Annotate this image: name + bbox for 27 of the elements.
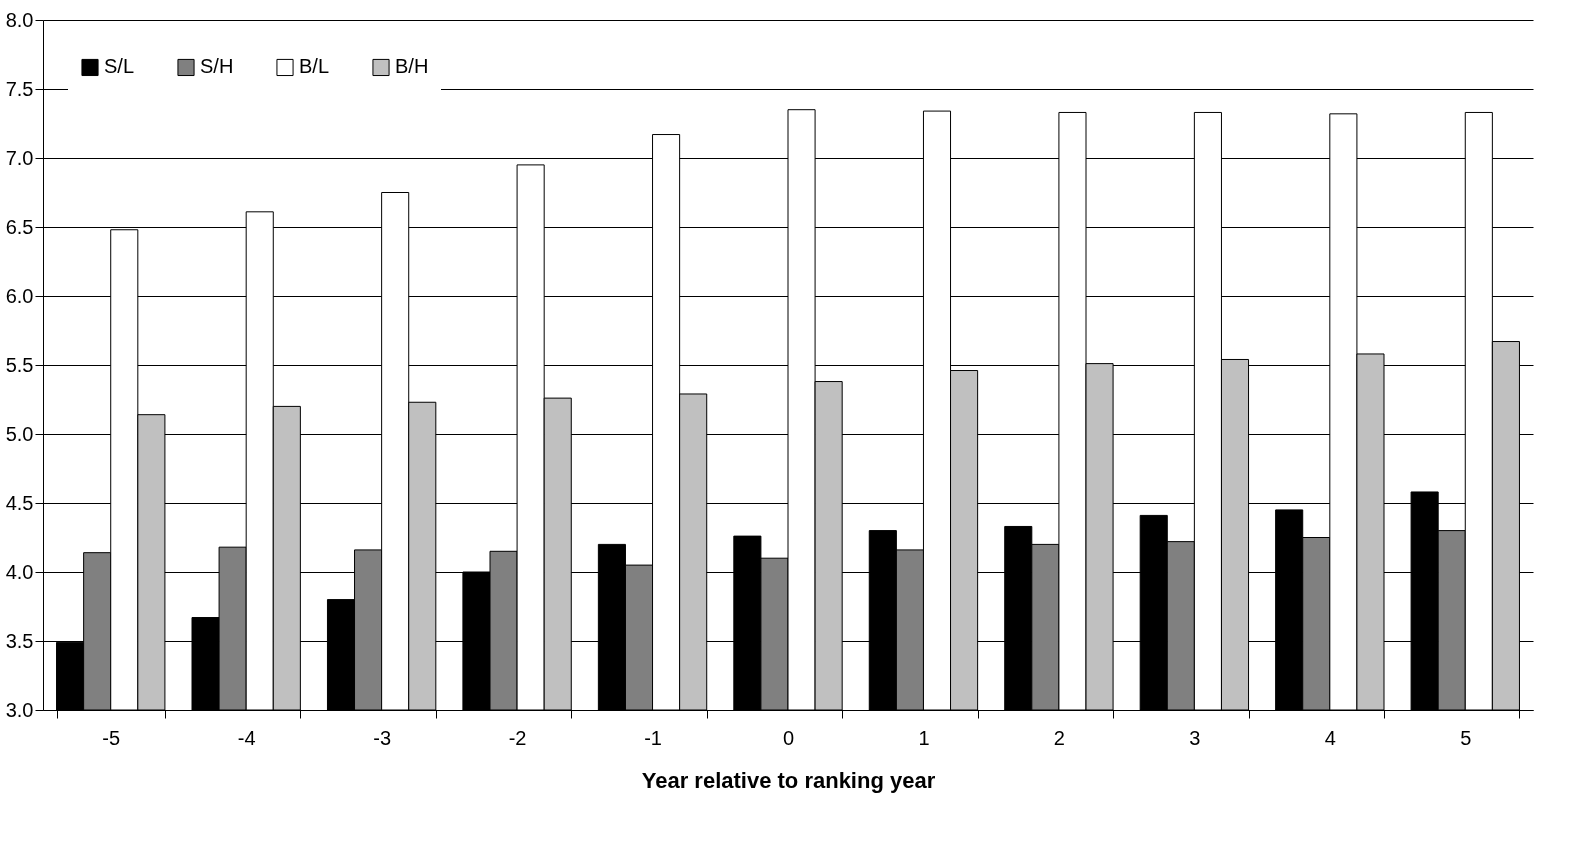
x-tick-label: -3 <box>373 726 392 749</box>
x-tick-label: 3 <box>1189 726 1201 749</box>
x-tick-label: 4 <box>1324 726 1336 749</box>
x-tick-label: 0 <box>782 726 795 749</box>
y-tick-label: 5.0 <box>5 422 34 445</box>
x-tick-label: -5 <box>102 726 121 749</box>
x-tick-label: -2 <box>508 726 527 749</box>
x-tick-label: 2 <box>1053 726 1065 749</box>
y-tick-label: 3.5 <box>5 629 34 652</box>
y-tick-label: 3.0 <box>5 698 34 721</box>
legend-label: B/H <box>395 55 429 78</box>
y-tick-label: 6.5 <box>5 215 34 238</box>
x-tick-label: 1 <box>918 726 930 749</box>
legend-label: S/L <box>104 55 135 78</box>
x-axis-title: Year relative to ranking year <box>641 767 936 793</box>
y-tick-label: 4.5 <box>5 491 34 514</box>
y-tick-label: 6.0 <box>5 284 34 307</box>
y-tick-label: 7.5 <box>5 77 34 100</box>
legend-label: B/L <box>299 55 330 78</box>
y-tick-label: 4.0 <box>5 560 34 583</box>
x-tick-label: -1 <box>644 726 662 749</box>
y-tick-label: 8.0 <box>5 8 34 31</box>
legend-label: S/H <box>200 55 234 78</box>
y-tick-label: 7.0 <box>5 146 34 169</box>
x-tick-label: 5 <box>1460 726 1472 749</box>
y-tick-label: 5.5 <box>5 353 34 376</box>
x-tick-label: -4 <box>237 726 256 749</box>
